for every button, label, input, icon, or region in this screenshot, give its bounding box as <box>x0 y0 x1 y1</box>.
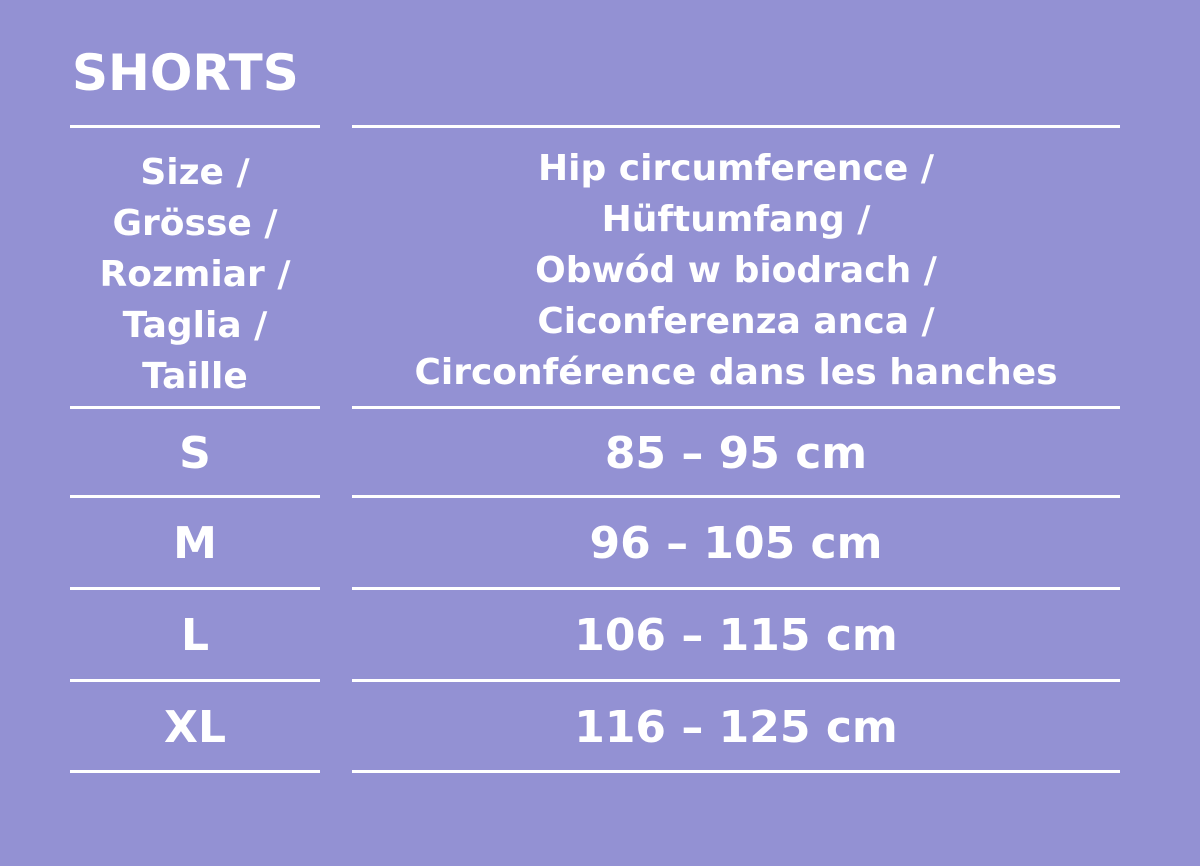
header-line: Hip circumference / <box>538 147 934 189</box>
header-line: Size / <box>140 151 250 193</box>
hip-cell: 96 – 105 cm <box>589 517 883 569</box>
divider <box>352 587 1120 590</box>
divider <box>352 679 1120 682</box>
divider <box>352 770 1120 773</box>
divider <box>70 770 320 773</box>
size-column-header: Size / Grösse / Rozmiar / Taglia / Taill… <box>70 146 320 402</box>
divider <box>70 495 320 498</box>
divider <box>70 587 320 590</box>
header-line: Obwód w biodrach / <box>535 249 937 291</box>
size-cell: XL <box>164 701 226 753</box>
divider <box>352 125 1120 128</box>
size-cell: S <box>179 427 211 479</box>
header-line: Taglia / <box>122 304 268 346</box>
divider <box>70 125 320 128</box>
divider <box>70 406 320 409</box>
divider <box>70 679 320 682</box>
header-line: Rozmiar / <box>99 253 291 295</box>
header-line: Grösse / <box>112 202 278 244</box>
header-line: Circonférence dans les hanches <box>414 351 1058 393</box>
hip-cell: 85 – 95 cm <box>604 427 868 479</box>
header-line: Hüftumfang / <box>601 198 871 240</box>
size-cell: M <box>173 517 217 569</box>
size-cell: L <box>180 609 210 661</box>
hip-cell: 106 – 115 cm <box>574 609 898 661</box>
page-title: SHORTS <box>72 44 299 102</box>
hip-cell: 116 – 125 cm <box>574 701 898 753</box>
divider <box>352 406 1120 409</box>
hip-column-header: Hip circumference / Hüftumfang / Obwód w… <box>352 142 1120 398</box>
header-line: Ciconferenza anca / <box>537 300 935 342</box>
divider <box>352 495 1120 498</box>
header-line: Taille <box>142 355 248 397</box>
